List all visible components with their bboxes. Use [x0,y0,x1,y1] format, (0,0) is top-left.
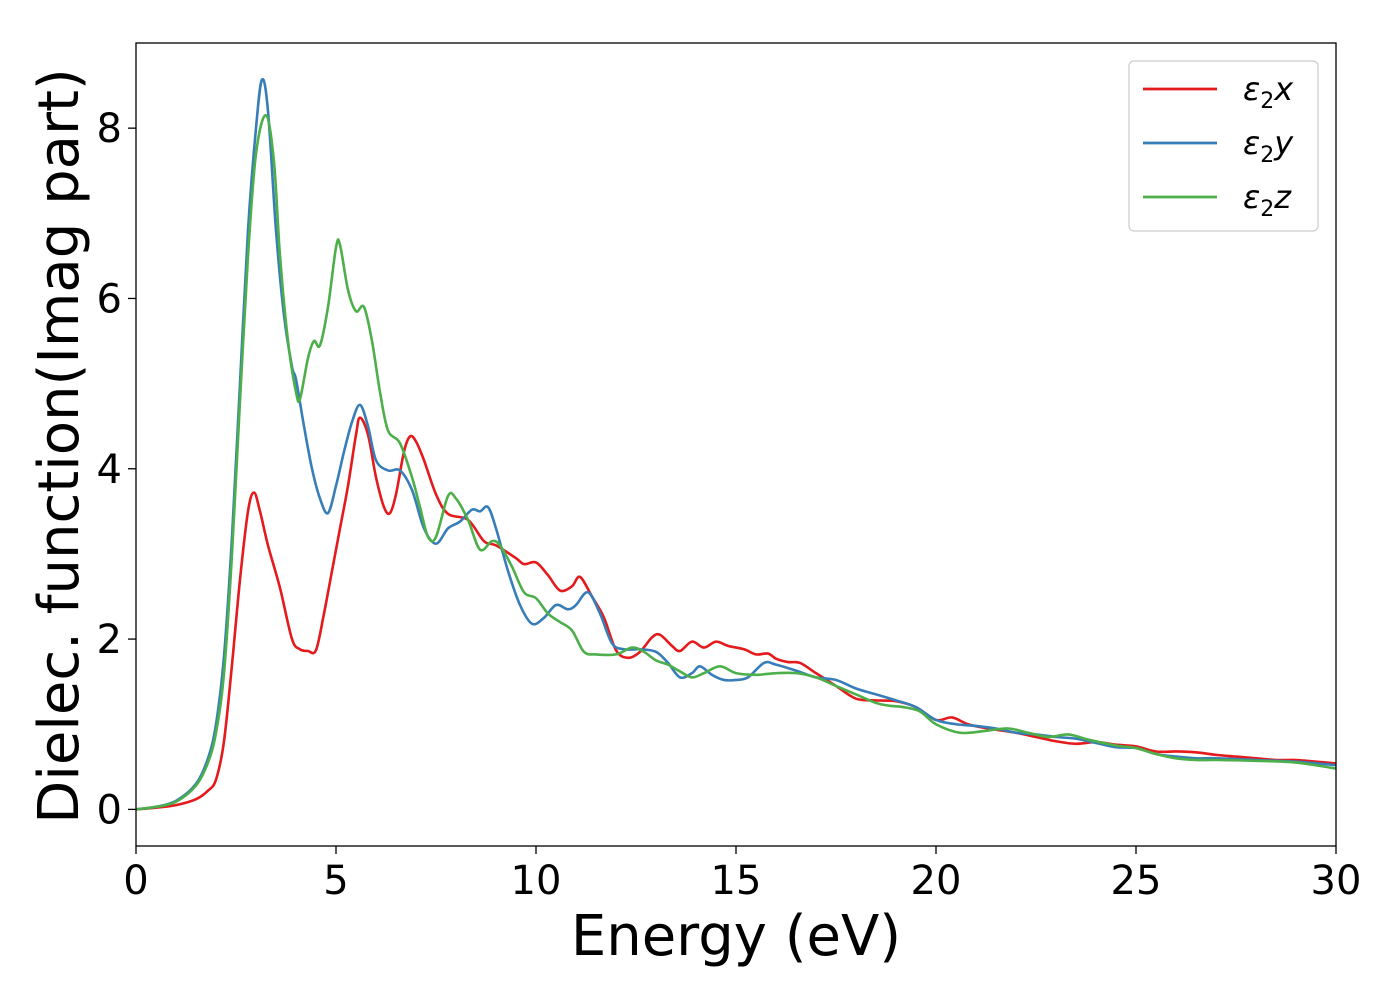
x-tick-label: 25 [1111,858,1162,904]
series-line-z [136,114,1336,811]
y-tick-label: 6 [97,276,122,322]
y-axis-label: Dielec. function(Imag part) [27,68,92,824]
y-tick-label: 2 [97,617,122,663]
x-tick-label: 10 [511,858,562,904]
y-tick-label: 4 [97,447,122,493]
x-tick-label: 5 [323,858,348,904]
legend: ε2x ε2y ε2z [1128,60,1319,232]
x-tick-label: 30 [1311,858,1362,904]
legend-label-x: ε2x [1243,70,1294,114]
y-tick-label: 0 [97,787,122,833]
legend-label-z: ε2z [1243,178,1292,222]
series-lines [136,77,1336,811]
plot-area [136,77,1336,811]
legend-box [1128,60,1319,232]
x-axis-label: Energy (eV) [571,904,901,969]
x-tick-label: 15 [711,858,762,904]
x-tick-label: 20 [911,858,962,904]
x-tick-label: 0 [123,858,148,904]
y-tick-label: 8 [97,106,122,152]
axes: 0 5 10 15 20 25 30 0 2 4 6 8 [97,42,1362,904]
legend-label-y: ε2y [1243,124,1294,168]
